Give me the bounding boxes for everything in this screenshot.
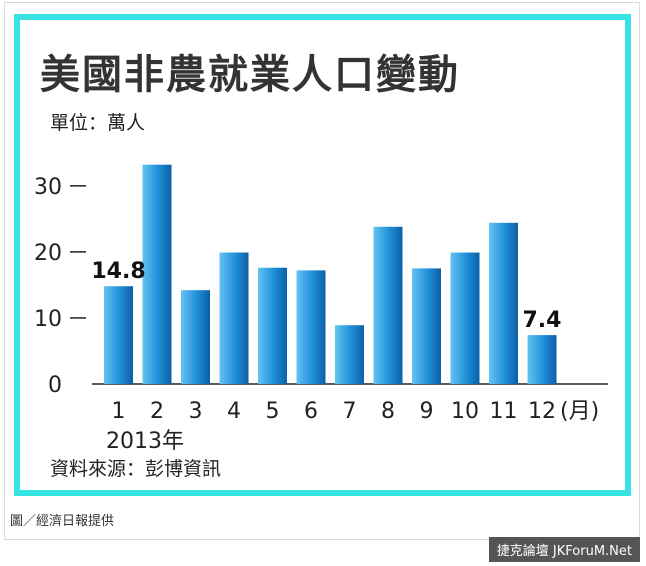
x-tick-label: 2 — [150, 399, 164, 424]
x-tick-label: 5 — [266, 399, 280, 424]
source-note: 資料來源：彭博資訊 — [50, 458, 222, 480]
forum-watermark: 捷克論壇 JKForuM.Net — [488, 537, 640, 562]
bar-8 — [373, 226, 403, 384]
bar-2 — [142, 164, 172, 384]
chart-panel: 美國非農就業人口變動 單位：萬人 0 10 20 30 1 2 3 4 5 6 7 8 9 10 11 12… — [14, 14, 631, 496]
bar-9 — [412, 268, 441, 384]
image-credit: 圖／經濟日報提供 — [10, 514, 115, 529]
chart-title: 美國非農就業人口變動 — [40, 52, 460, 98]
y-tick-label: 0 — [48, 373, 62, 398]
x-tick-label: 12 — [528, 399, 556, 424]
y-tick-label: 20 — [34, 241, 62, 266]
data-label: 14.8 — [91, 259, 145, 284]
x-tick-label: 4 — [227, 399, 241, 424]
bar-4 — [219, 252, 249, 384]
x-tick-label: 10 — [451, 399, 479, 424]
x-tick-label: 6 — [304, 399, 318, 424]
x-tick-label: 3 — [189, 399, 203, 424]
x-tick-label: 11 — [490, 399, 518, 424]
bar-1 — [104, 286, 133, 384]
x-tick-label: 8 — [381, 399, 395, 424]
bar-7 — [335, 325, 364, 384]
x-tick-label: 1 — [112, 399, 126, 424]
y-tick-label: 30 — [34, 175, 62, 200]
x-tick-label: 7 — [343, 399, 357, 424]
x-tick-label: 9 — [420, 399, 434, 424]
x-axis-unit: (月) — [560, 399, 599, 424]
bar-10 — [450, 252, 480, 384]
bar-6 — [296, 270, 326, 384]
bar-11 — [489, 222, 518, 384]
bar-12 — [527, 335, 557, 384]
y-tick-label: 10 — [34, 307, 62, 332]
unit-label: 單位：萬人 — [50, 112, 146, 134]
bar-3 — [181, 290, 210, 384]
bar-5 — [258, 267, 287, 384]
data-label: 7.4 — [523, 308, 562, 333]
year-label: 2013年 — [106, 429, 184, 454]
